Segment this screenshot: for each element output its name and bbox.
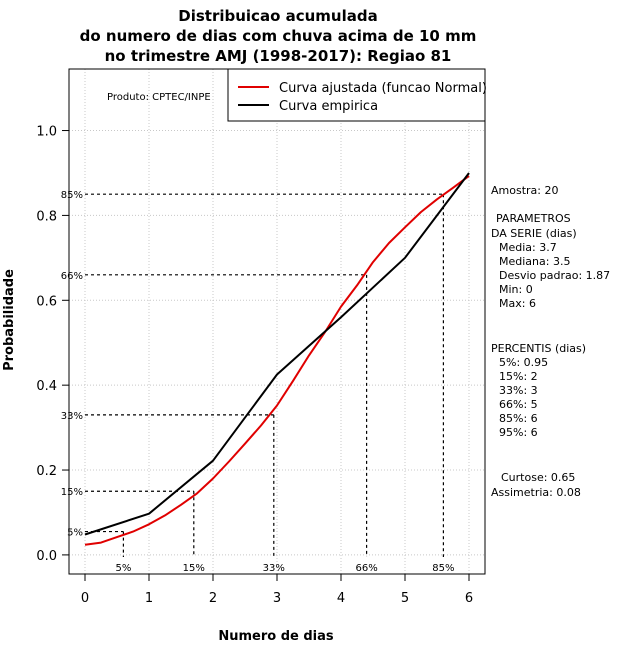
- y-tick-label: 1.0: [36, 125, 57, 140]
- stat-mediana: Mediana: 3.5: [499, 255, 570, 268]
- x-tick-label: 1: [145, 591, 153, 606]
- y-axis-label: Probabilidade: [2, 269, 17, 371]
- series: [84, 172, 470, 546]
- stat-p15: 15%: 2: [499, 370, 538, 383]
- x-axis-label: Numero de dias: [218, 629, 334, 644]
- x-tick-label: 5: [401, 591, 409, 606]
- y-tick-label: 0.6: [36, 294, 57, 309]
- chart-title-line-1: Distribuicao acumulada: [178, 7, 377, 25]
- stat-media: Media: 3.7: [499, 241, 557, 254]
- percentile-reference-lines: 5% 5% 15% 15% 33% 33% 66% 66% 85% 85%: [61, 190, 455, 574]
- percentile-y-label: 5%: [67, 528, 83, 539]
- product-label: Produto: CPTEC/INPE: [107, 92, 211, 103]
- y-tick-label: 0.8: [36, 209, 57, 224]
- x-tick-label: 0: [81, 591, 89, 606]
- legend-box: [227, 68, 486, 122]
- stat-parametros-title-1: PARAMETROS: [496, 212, 571, 225]
- y-tick-label: 0.2: [36, 464, 57, 479]
- percentile-x-label: 15%: [183, 563, 205, 574]
- grid: [69, 69, 485, 574]
- percentile-y-label: 85%: [61, 190, 83, 201]
- legend: Curva ajustada (funcao Normal) Curva emp…: [227, 68, 487, 122]
- x-tick-label: 3: [273, 591, 281, 606]
- series-line-fitted-normal: [84, 175, 470, 546]
- legend-label-empirical: Curva empirica: [279, 99, 378, 114]
- percentile-x-label: 66%: [355, 563, 377, 574]
- stat-min: Min: 0: [499, 283, 533, 296]
- percentile-x-label: 33%: [263, 563, 285, 574]
- x-tick-label: 2: [209, 591, 217, 606]
- stat-parametros-title-2: DA SERIE (dias): [491, 227, 577, 240]
- stat-percentis-title: PERCENTIS (dias): [491, 342, 586, 355]
- legend-label-fitted: Curva ajustada (funcao Normal): [279, 81, 487, 96]
- percentile-y-label: 66%: [61, 271, 83, 282]
- stat-p95: 95%: 6: [499, 426, 538, 439]
- x-tick-label: 4: [337, 591, 345, 606]
- chart-title-line-2: do numero de dias com chuva acima de 10 …: [80, 27, 477, 45]
- percentile-y-label: 33%: [61, 411, 83, 422]
- chart-title-line-3: no trimestre AMJ (1998-2017): Regiao 81: [105, 47, 452, 65]
- stat-assimetria: Assimetria: 0.08: [491, 486, 581, 499]
- stat-desvio-padrao: Desvio padrao: 1.87: [499, 269, 610, 282]
- stat-p5: 5%: 0.95: [499, 356, 548, 369]
- x-tick-label: 6: [465, 591, 473, 606]
- stat-max: Max: 6: [499, 297, 536, 310]
- stat-p85: 85%: 6: [499, 412, 538, 425]
- stat-p33: 33%: 3: [499, 384, 538, 397]
- statistics-panel: Amostra: 20 PARAMETROS DA SERIE (dias) M…: [491, 184, 610, 499]
- percentile-x-label: 5%: [115, 563, 131, 574]
- stat-curtose: Curtose: 0.65: [501, 471, 575, 484]
- y-tick-label: 0.0: [36, 549, 57, 564]
- y-tick-label: 0.4: [36, 379, 57, 394]
- series-line-empirical: [84, 172, 470, 536]
- stat-p66: 66%: 5: [499, 398, 538, 411]
- percentile-x-label: 85%: [432, 563, 454, 574]
- percentile-y-label: 15%: [61, 487, 83, 498]
- axes: 0 1 2 3 4 5 6 0.0 0.2 0.4 0.6 0.8 1.0: [36, 125, 473, 606]
- stat-amostra: Amostra: 20: [491, 184, 558, 197]
